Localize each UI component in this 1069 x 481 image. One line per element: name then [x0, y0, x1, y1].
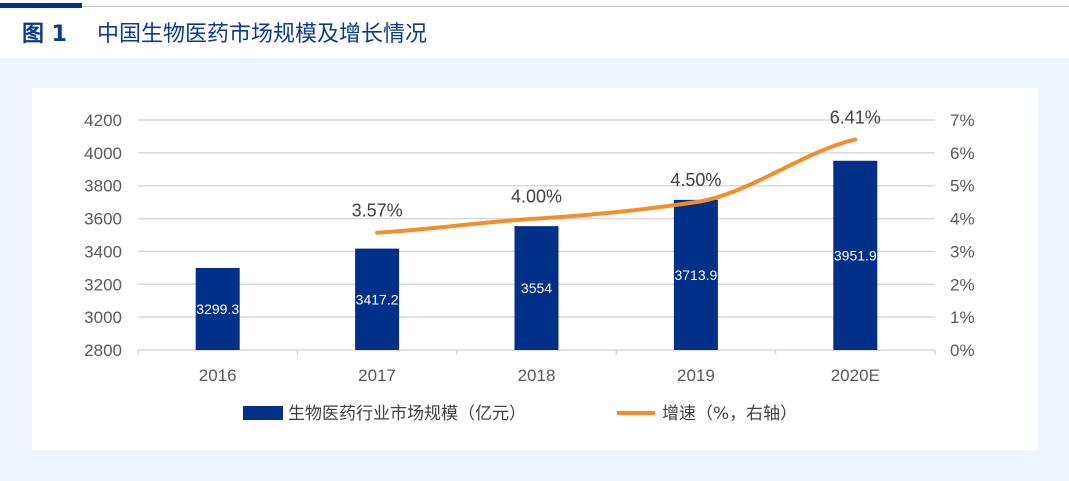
bar — [195, 267, 240, 350]
header-accent-bar — [0, 3, 82, 8]
figure-title: 图 1 中国生物医药市场规模及增长情况 — [22, 16, 427, 48]
bar-data-label: 3713.9 — [674, 267, 717, 283]
line-data-label: 4.00% — [511, 187, 562, 207]
y-left-tick-label: 3200 — [84, 275, 122, 294]
line-data-label: 3.57% — [352, 201, 403, 221]
y-right-tick-label: 5% — [950, 177, 975, 196]
line-data-label: 6.41% — [830, 107, 881, 127]
bar-data-label: 3554 — [521, 280, 552, 296]
bar-data-label: 3951.9 — [834, 247, 877, 263]
y-right-tick-label: 3% — [950, 242, 975, 261]
y-left-tick-label: 3000 — [84, 308, 122, 327]
bar — [673, 199, 718, 350]
x-tick-label: 2019 — [677, 366, 715, 385]
y-right-tick-label: 2% — [950, 275, 975, 294]
y-left-tick-label: 2800 — [84, 341, 122, 360]
y-left-tick-label: 3600 — [84, 210, 122, 229]
bar — [355, 248, 400, 350]
legend-bar-label: 生物医药行业市场规模（亿元） — [288, 404, 526, 424]
bar — [514, 226, 559, 350]
bar-data-label: 3299.3 — [196, 301, 239, 317]
legend-line-label: 增速（%，右轴） — [662, 404, 797, 424]
y-right-tick-label: 4% — [950, 210, 975, 229]
x-tick-label: 2016 — [199, 366, 237, 385]
y-right-tick-label: 6% — [950, 144, 975, 163]
y-left-tick-label: 4000 — [84, 144, 122, 163]
x-tick-label: 2020E — [831, 366, 880, 385]
growth-line — [375, 137, 858, 235]
y-left-tick-label: 3400 — [84, 242, 122, 261]
figure-title-text: 中国生物医药市场规模及增长情况 — [96, 22, 427, 47]
y-left-tick-label: 3800 — [84, 177, 122, 196]
x-tick-label: 2017 — [358, 366, 396, 385]
x-tick-label: 2018 — [518, 366, 556, 385]
bar-data-label: 3417.2 — [356, 291, 399, 307]
header-divider — [82, 6, 1069, 7]
figure-label: 图 1 — [22, 22, 67, 47]
legend-bar-swatch — [243, 406, 283, 420]
line-data-label: 4.50% — [670, 170, 721, 190]
y-right-tick-label: 1% — [950, 308, 975, 327]
y-right-tick-label: 7% — [950, 111, 975, 130]
y-right-tick-label: 0% — [950, 341, 975, 360]
y-left-tick-label: 4200 — [84, 111, 122, 130]
bar — [833, 160, 878, 350]
